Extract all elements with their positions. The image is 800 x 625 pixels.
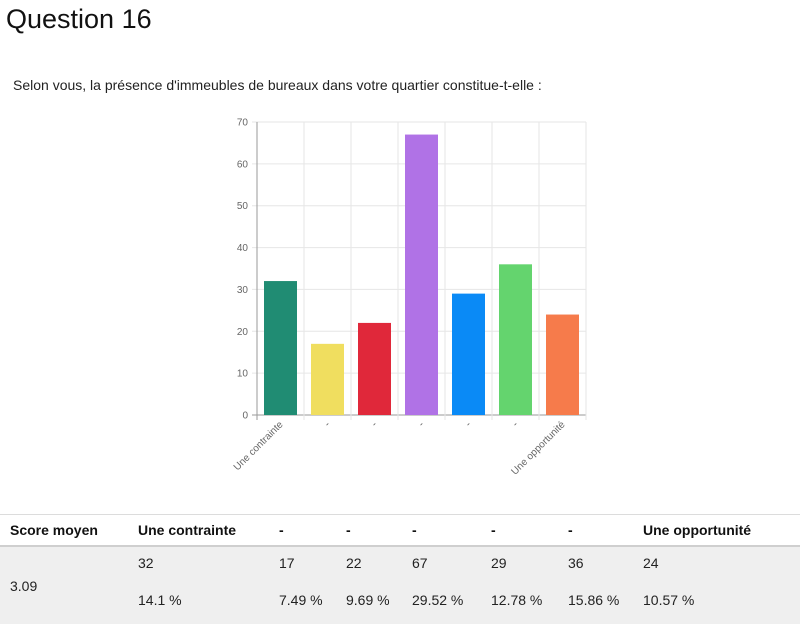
percent-value: 14.1 % xyxy=(138,592,182,608)
column-header: - xyxy=(336,514,402,547)
x-tick-label: - xyxy=(369,419,379,429)
percent-value: 7.49 % xyxy=(279,592,323,608)
y-tick-label: 30 xyxy=(237,285,249,296)
bar xyxy=(311,343,344,415)
y-axis: 0 10 20 30 40 50 60 70 xyxy=(237,118,249,422)
result-cell: 17 7.49 % xyxy=(269,546,336,624)
percent-value: 9.69 % xyxy=(346,592,390,608)
x-tick-label: - xyxy=(322,419,332,429)
results-header-row: Score moyen Une contrainte - - - - - Une… xyxy=(0,514,800,547)
y-tick-label: 60 xyxy=(237,159,249,170)
column-header: - xyxy=(481,514,558,547)
count-value: 67 xyxy=(412,555,428,571)
count-value: 17 xyxy=(279,555,295,571)
result-cell: 24 10.57 % xyxy=(633,546,800,624)
bar xyxy=(452,293,485,415)
column-header: - xyxy=(402,514,481,547)
result-cell: 36 15.86 % xyxy=(558,546,633,624)
bar xyxy=(358,322,391,415)
results-row: 3.09 32 14.1 % 17 7.49 % 22 9.69 % 67 29.52 … xyxy=(0,546,800,624)
x-tick-label: Une contrainte xyxy=(232,419,286,473)
percent-value: 15.86 % xyxy=(568,592,620,608)
results-table: Score moyen Une contrainte - - - - - Une… xyxy=(0,514,800,624)
percent-value: 10.57 % xyxy=(643,592,695,608)
result-cell: 32 14.1 % xyxy=(128,546,269,624)
y-tick-label: 0 xyxy=(242,411,248,422)
y-tick-label: 40 xyxy=(237,243,249,254)
result-cell: 29 12.78 % xyxy=(481,546,558,624)
count-value: 22 xyxy=(346,555,362,571)
percent-value: 12.78 % xyxy=(491,592,543,608)
count-value: 24 xyxy=(643,555,659,571)
count-value: 29 xyxy=(491,555,507,571)
question-text: Selon vous, la présence d'immeubles de b… xyxy=(13,77,542,93)
result-cell: 67 29.52 % xyxy=(402,546,481,624)
count-value: 36 xyxy=(568,555,584,571)
bar xyxy=(499,264,532,415)
y-tick-label: 10 xyxy=(237,369,249,380)
percent-value: 29.52 % xyxy=(412,592,464,608)
x-tick-label: - xyxy=(463,419,473,429)
column-header: Une opportunité xyxy=(633,514,800,547)
column-header: - xyxy=(269,514,336,547)
score-value: 3.09 xyxy=(0,546,128,624)
y-tick-label: 70 xyxy=(237,118,249,129)
column-header: Une contrainte xyxy=(128,514,269,547)
y-tick-label: 50 xyxy=(237,201,249,212)
x-tick-label: - xyxy=(510,419,520,429)
question-title: Question 16 xyxy=(6,4,152,34)
bar xyxy=(264,281,297,415)
x-axis: Une contrainte - - - - -Une opportunité xyxy=(232,419,568,477)
bar xyxy=(546,314,579,415)
x-tick-label: - xyxy=(416,419,426,429)
chart-bars xyxy=(264,134,579,416)
score-header: Score moyen xyxy=(0,514,128,547)
column-header: - xyxy=(558,514,633,547)
bar xyxy=(405,134,438,416)
result-cell: 22 9.69 % xyxy=(336,546,402,624)
y-tick-label: 20 xyxy=(237,327,249,338)
count-value: 32 xyxy=(138,555,154,571)
